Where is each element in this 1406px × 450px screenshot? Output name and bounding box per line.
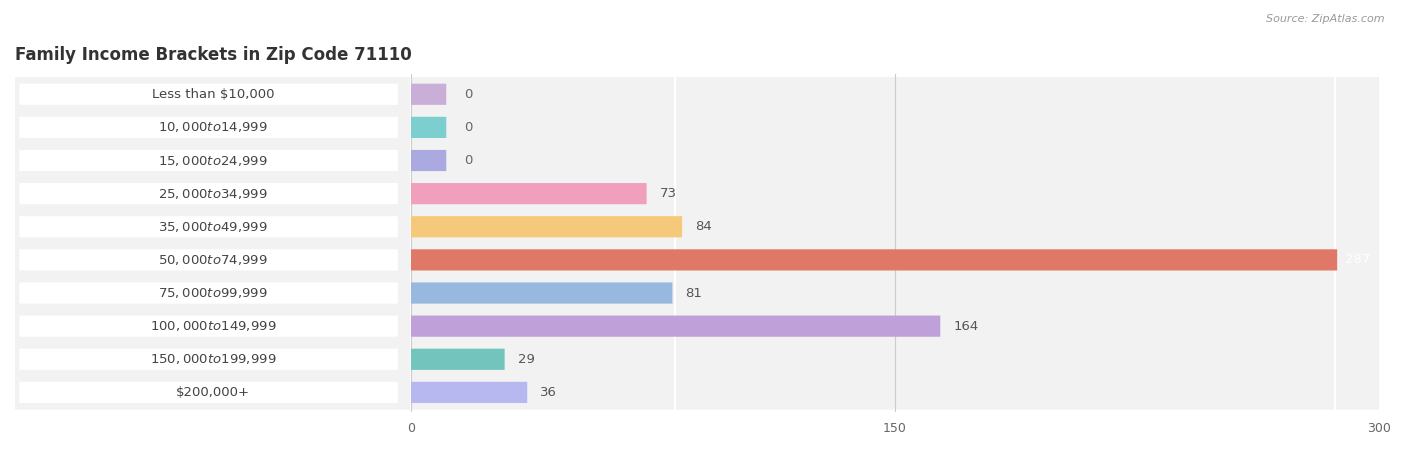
FancyBboxPatch shape <box>15 176 1379 211</box>
FancyBboxPatch shape <box>411 216 682 237</box>
Text: $100,000 to $149,999: $100,000 to $149,999 <box>150 319 276 333</box>
Text: 0: 0 <box>464 121 472 134</box>
FancyBboxPatch shape <box>20 150 398 171</box>
FancyBboxPatch shape <box>20 283 398 304</box>
FancyBboxPatch shape <box>411 183 647 204</box>
FancyBboxPatch shape <box>20 117 398 138</box>
Text: 81: 81 <box>686 287 703 300</box>
FancyBboxPatch shape <box>15 243 1379 277</box>
FancyBboxPatch shape <box>411 315 941 337</box>
FancyBboxPatch shape <box>411 150 446 171</box>
Text: $15,000 to $24,999: $15,000 to $24,999 <box>157 153 269 167</box>
FancyBboxPatch shape <box>15 77 1379 112</box>
Text: $200,000+: $200,000+ <box>176 386 250 399</box>
FancyBboxPatch shape <box>15 210 1379 244</box>
FancyBboxPatch shape <box>15 110 1379 144</box>
FancyBboxPatch shape <box>20 216 398 237</box>
Text: $35,000 to $49,999: $35,000 to $49,999 <box>157 220 269 234</box>
Text: 36: 36 <box>540 386 557 399</box>
Text: Less than $10,000: Less than $10,000 <box>152 88 274 101</box>
FancyBboxPatch shape <box>411 349 505 370</box>
Text: Family Income Brackets in Zip Code 71110: Family Income Brackets in Zip Code 71110 <box>15 46 412 64</box>
Text: $10,000 to $14,999: $10,000 to $14,999 <box>157 121 269 135</box>
FancyBboxPatch shape <box>20 315 398 337</box>
Text: $150,000 to $199,999: $150,000 to $199,999 <box>150 352 276 366</box>
FancyBboxPatch shape <box>411 249 1337 270</box>
FancyBboxPatch shape <box>411 283 672 304</box>
FancyBboxPatch shape <box>15 375 1379 410</box>
Text: 0: 0 <box>464 154 472 167</box>
Text: $50,000 to $74,999: $50,000 to $74,999 <box>157 253 269 267</box>
FancyBboxPatch shape <box>411 84 446 105</box>
FancyBboxPatch shape <box>20 349 398 370</box>
FancyBboxPatch shape <box>411 117 446 138</box>
Text: 0: 0 <box>464 88 472 101</box>
FancyBboxPatch shape <box>20 183 398 204</box>
Text: 29: 29 <box>517 353 534 366</box>
FancyBboxPatch shape <box>20 84 398 105</box>
FancyBboxPatch shape <box>15 342 1379 377</box>
Text: Source: ZipAtlas.com: Source: ZipAtlas.com <box>1267 14 1385 23</box>
FancyBboxPatch shape <box>20 249 398 270</box>
Text: 164: 164 <box>953 320 979 333</box>
FancyBboxPatch shape <box>15 309 1379 343</box>
FancyBboxPatch shape <box>411 382 527 403</box>
Text: 73: 73 <box>659 187 676 200</box>
FancyBboxPatch shape <box>15 143 1379 178</box>
FancyBboxPatch shape <box>15 276 1379 310</box>
FancyBboxPatch shape <box>20 382 398 403</box>
Text: 84: 84 <box>696 220 711 233</box>
Text: $25,000 to $34,999: $25,000 to $34,999 <box>157 187 269 201</box>
Text: $75,000 to $99,999: $75,000 to $99,999 <box>157 286 269 300</box>
Text: 287: 287 <box>1346 253 1371 266</box>
